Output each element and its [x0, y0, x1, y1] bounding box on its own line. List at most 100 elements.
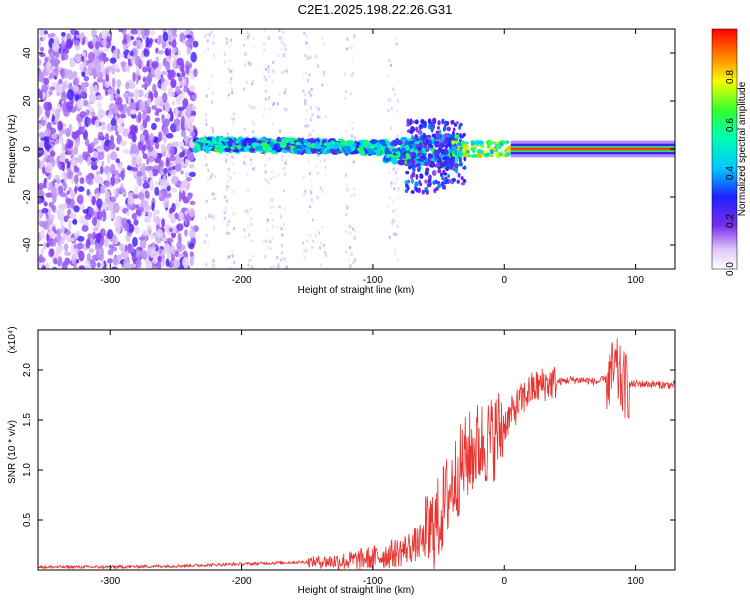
spectrogram-cell: [404, 180, 409, 184]
spectrogram-cell: [244, 52, 247, 56]
spectrogram-cell: [82, 208, 90, 214]
spectrogram-cell: [311, 113, 314, 117]
spectrogram-cell: [311, 218, 314, 222]
colorbar-tick-label: 0.2: [725, 214, 736, 228]
spectrogram-cell: [305, 34, 308, 38]
spectrogram-cell: [351, 120, 354, 124]
spectrogram-cell: [118, 53, 125, 58]
spectrogram-cell: [89, 84, 95, 95]
spectrogram-cell: [106, 229, 114, 240]
snr-panel: -300 -200 -100 0 100 0.5 1.0 1.5 2.0 Height of s…: [7, 326, 676, 596]
spectrogram-cell: [127, 96, 132, 105]
spectrogram-cell: [435, 132, 440, 139]
spectrogram-cell: [384, 147, 390, 155]
spectrogram-cell: [109, 151, 118, 161]
spectrogram-cell: [73, 85, 80, 92]
spectrogram-cell: [167, 29, 173, 37]
spectrogram-cell: [325, 253, 328, 257]
spectrogram-cell: [250, 207, 253, 211]
spectrogram-cell: [189, 229, 196, 239]
spectrogram-cell: [277, 54, 280, 58]
spectrogram-cell: [345, 250, 348, 254]
spectrogram-cell: [43, 149, 48, 159]
spectrogram-cell: [429, 136, 435, 141]
bottom-ytick-label: 1.5: [22, 413, 33, 427]
spectrogram-cell: [117, 125, 125, 134]
spectrogram-cell: [405, 183, 409, 189]
spectrogram-cell: [304, 99, 307, 103]
spectrogram-cell: [52, 239, 57, 247]
spectrogram-cell: [317, 115, 320, 119]
spectrogram-cell: [232, 226, 235, 230]
spectrogram-cell: [149, 30, 156, 36]
spectrogram-cell: [281, 31, 284, 35]
spectrogram-cell: [48, 214, 56, 220]
spectrogram-cell: [316, 196, 319, 200]
spectrogram-cell: [59, 208, 65, 218]
spectrogram-cell: [101, 160, 105, 167]
spectrogram-cell: [130, 29, 138, 35]
spectrogram-cell: [46, 61, 52, 68]
spectrogram-cell: [391, 157, 398, 165]
spectrogram-cell: [276, 225, 279, 229]
spectrogram-cell: [39, 52, 46, 57]
spectrogram-cell: [448, 179, 453, 184]
spectrogram-cell: [226, 41, 229, 45]
spectrogram-cell: [229, 266, 232, 269]
spectrogram-cell: [276, 256, 279, 260]
spectrogram-cell: [348, 265, 351, 269]
spectrogram-cell: [106, 198, 111, 206]
spectrogram-cell: [182, 256, 190, 268]
spectrogram-cell: [395, 109, 398, 113]
spectrogram-cell: [427, 157, 431, 164]
spectrogram-cell: [119, 140, 127, 147]
spectrogram-cell: [305, 108, 308, 112]
spectrogram-cell: [227, 93, 230, 97]
spectrogram-cell: [231, 90, 234, 94]
spectrogram-cell: [180, 170, 184, 175]
spectrogram-cell: [309, 55, 312, 59]
spectrogram-cell: [246, 35, 249, 39]
spectrogram-cell: [249, 62, 252, 66]
spectrogram-cell: [50, 127, 57, 135]
spectrogram-cell: [245, 37, 248, 41]
spectrogram-cell: [205, 118, 208, 122]
spectrogram-cell: [85, 174, 93, 185]
spectrogram-cell: [428, 174, 432, 180]
spectrogram-cell: [342, 145, 349, 152]
spectrogram-cell: [164, 47, 170, 56]
spectrogram-cell: [266, 179, 269, 183]
spectrogram-cell: [271, 236, 274, 240]
spectrogram-cell: [269, 198, 272, 202]
spectrogram-cell: [189, 163, 195, 169]
bottom-xtick-label: 100: [627, 576, 644, 587]
spectrogram-cell: [266, 228, 269, 232]
spectrogram-cell: [180, 129, 187, 138]
spectrogram-cell: [138, 236, 146, 241]
spectrogram-cell: [300, 137, 305, 144]
spectrogram-cell: [411, 159, 416, 165]
spectrogram-cell: [46, 241, 50, 248]
spectrogram-cell: [61, 261, 68, 269]
spectrogram-cell: [308, 132, 311, 136]
spectrogram-cell: [210, 214, 213, 218]
spectrogram-cell: [414, 181, 419, 187]
spectrogram-cell: [95, 250, 100, 260]
spectrogram-cell: [411, 155, 415, 161]
spectrogram-cell: [428, 153, 434, 159]
spectrogram-cell: [60, 51, 65, 61]
spectrogram-cell: [431, 161, 435, 168]
spectrogram-cell: [61, 31, 66, 37]
spectrogram-cell: [38, 212, 42, 218]
spectrogram-cell: [77, 242, 84, 250]
spectrogram-cell: [150, 73, 156, 78]
spectrogram-cell: [311, 185, 314, 189]
spectrogram-cell: [140, 198, 145, 207]
spectrogram-cell: [276, 101, 279, 105]
spectrogram-cell: [98, 32, 103, 44]
spectrogram-cell: [323, 158, 326, 162]
spectrogram-cell: [315, 164, 318, 168]
spectrogram-cell: [435, 149, 441, 155]
spectrogram-cell: [70, 29, 77, 36]
spectrogram-cell: [345, 47, 348, 51]
